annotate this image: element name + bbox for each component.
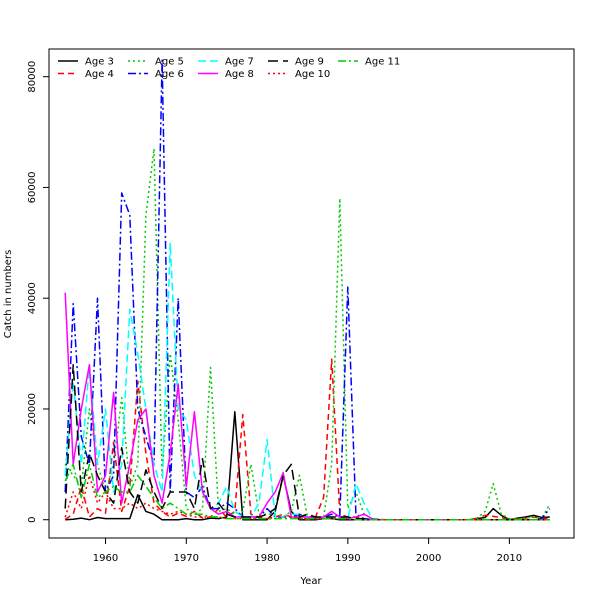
series-line-age-4 <box>64 358 550 521</box>
x-axis: 1960 1970 1980 1990 2000 2010 <box>93 538 522 564</box>
legend-label: Age 9 <box>295 57 324 68</box>
legend-label: Age 11 <box>365 57 400 68</box>
x-tick-label: 1980 <box>254 553 279 564</box>
x-tick-label: 2010 <box>497 553 522 564</box>
legend-label: Age 6 <box>155 69 184 80</box>
series-line-age-10 <box>64 474 550 521</box>
x-tick-label: 1970 <box>174 553 199 564</box>
series-line-age-5 <box>64 147 551 521</box>
legend-label: Age 3 <box>85 57 114 68</box>
y-tick-label: 60000 <box>27 172 38 204</box>
y-tick-label: 40000 <box>27 282 38 314</box>
series-line-age-8 <box>64 292 550 521</box>
legend-label: Age 8 <box>225 69 254 80</box>
y-axis-label: Catch in numbers <box>3 250 14 339</box>
x-tick-label: 1960 <box>93 553 118 564</box>
plot-frame <box>48 48 575 539</box>
legend-label: Age 4 <box>85 69 114 80</box>
y-axis: 0 20000 40000 60000 80000 <box>27 61 49 523</box>
x-axis-label: Year <box>299 576 322 587</box>
series-line-age-11 <box>64 463 550 521</box>
series-layer <box>64 59 551 521</box>
legend-label: Age 10 <box>295 69 330 80</box>
legend-label: Age 7 <box>225 57 254 68</box>
legend-label: Age 5 <box>155 57 184 68</box>
y-tick-label: 80000 <box>27 61 38 93</box>
x-tick-label: 1990 <box>335 553 360 564</box>
y-tick-label: 20000 <box>27 393 38 425</box>
x-tick-label: 2000 <box>416 553 441 564</box>
y-tick-label: 0 <box>27 517 38 523</box>
